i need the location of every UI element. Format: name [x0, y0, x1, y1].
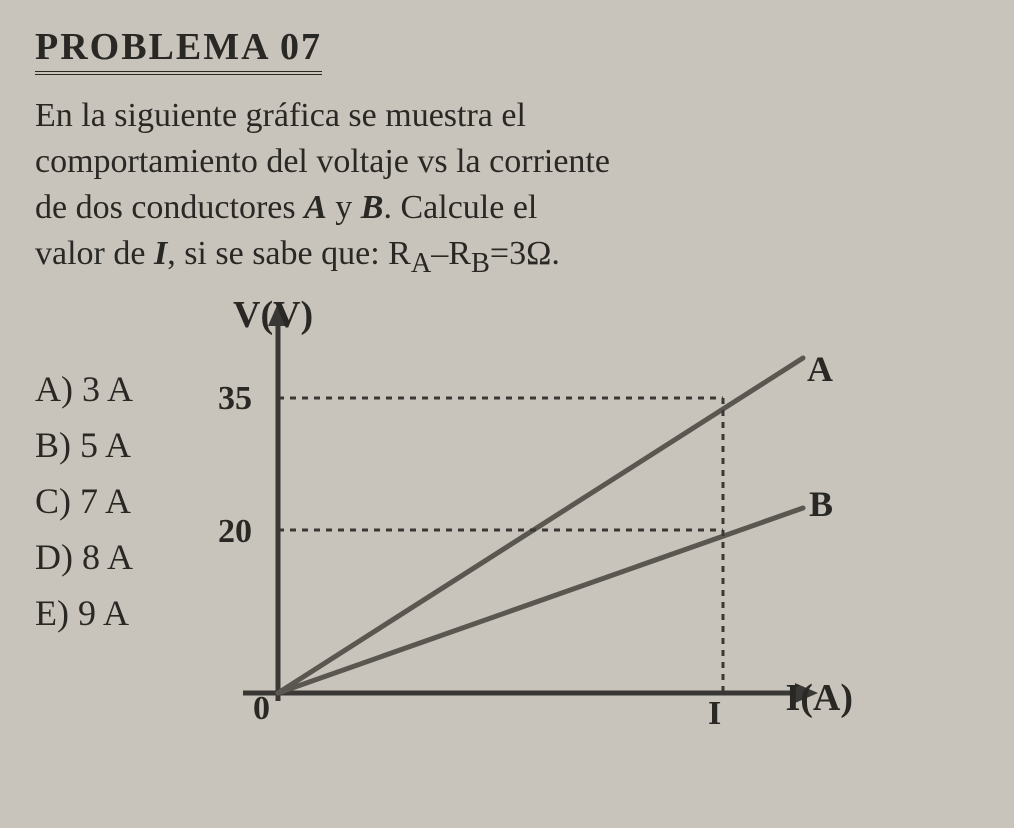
text-line3-p2: y [327, 189, 361, 226]
problem-header: PROBLEMA 07 [35, 25, 322, 75]
var-a: A [304, 189, 327, 226]
var-b: B [361, 189, 384, 226]
sub-a: A [411, 247, 431, 278]
line-a-label: A [807, 348, 833, 390]
y-axis-label: V(V) [233, 293, 313, 337]
problem-text: En la siguiente gráfica se muestra el co… [35, 93, 979, 283]
y-tick-35: 35 [218, 380, 252, 418]
text-line4-p3: –R [431, 235, 471, 272]
text-line2: comportamiento del voltaje vs la corrien… [35, 143, 610, 180]
option-e: E) 9 A [35, 592, 133, 634]
text-line3-p3: . Calcule el [383, 189, 537, 226]
text-line1: En la siguiente gráfica se muestra el [35, 97, 526, 134]
sub-b: B [471, 247, 490, 278]
x-axis-label: I(A) [785, 676, 853, 720]
option-c: C) 7 A [35, 480, 133, 522]
x-tick-i: I [708, 695, 721, 733]
var-i: I [154, 235, 167, 272]
text-line4-p4: =3Ω. [490, 235, 560, 272]
option-b: B) 5 A [35, 424, 133, 466]
chart-container: V(V) I(A) A B 35 20 0 I [163, 298, 843, 738]
text-line4-p2: , si se sabe que: R [167, 235, 411, 272]
text-line4-p1: valor de [35, 235, 154, 272]
text-line3-p1: de dos conductores [35, 189, 304, 226]
main-content: A) 3 A B) 5 A C) 7 A D) 8 A E) 9 A V(V) … [35, 298, 979, 738]
y-tick-20: 20 [218, 513, 252, 551]
option-a: A) 3 A [35, 368, 133, 410]
line-b-label: B [809, 483, 833, 525]
option-d: D) 8 A [35, 536, 133, 578]
origin-label: 0 [253, 690, 270, 728]
answer-options: A) 3 A B) 5 A C) 7 A D) 8 A E) 9 A [35, 368, 133, 634]
chart-svg [163, 298, 843, 738]
